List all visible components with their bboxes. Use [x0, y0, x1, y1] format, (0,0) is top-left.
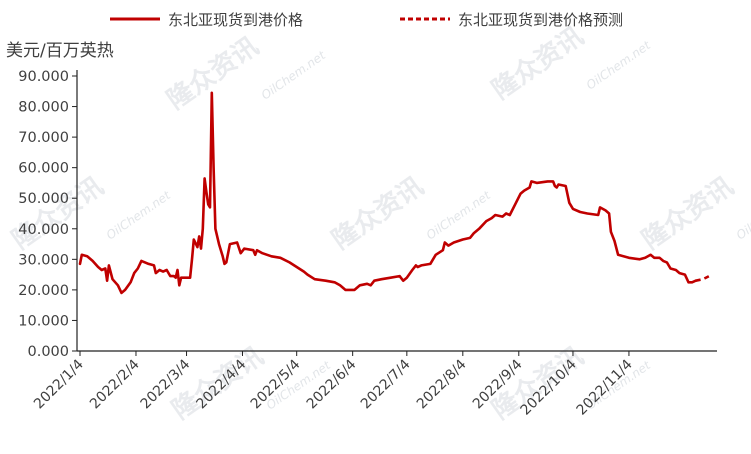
y-unit-label: 美元/百万英热 — [6, 41, 114, 61]
y-tick-label: 50.000 — [18, 191, 69, 207]
x-tick-label: 2022/6/4 — [304, 356, 360, 412]
series-line-1 — [78, 91, 697, 295]
watermark-logo-text: 隆众资讯 — [7, 171, 109, 255]
series-layer — [78, 91, 713, 295]
legend: 东北亚现货到港价格 东北亚现货到港价格预测 — [110, 11, 623, 29]
legend-label-2: 东北亚现货到港价格预测 — [458, 11, 623, 29]
y-tick-label: 40.000 — [18, 222, 69, 238]
y-tick-label: 10.000 — [18, 313, 69, 329]
x-tick-label: 2022/8/4 — [414, 356, 470, 412]
y-tick-label: 90.000 — [18, 69, 69, 85]
y-tick-label: 80.000 — [18, 100, 69, 116]
legend-label-1: 东北亚现货到港价格 — [168, 11, 303, 29]
watermark-site-text: OilChem.net — [259, 47, 329, 102]
watermark-site-text: OilChem.net — [424, 187, 494, 242]
watermark-site-text: OilChem.net — [104, 187, 174, 242]
y-tick-label: 60.000 — [18, 161, 69, 177]
x-tick-label: 2022/7/4 — [358, 356, 414, 412]
y-tick-label: 70.000 — [18, 130, 69, 146]
watermark-logo-text: 隆众资讯 — [327, 171, 429, 255]
watermark-logo-text: 隆众资讯 — [487, 21, 589, 105]
x-tick-label: 2022/1/4 — [31, 356, 87, 412]
axes: 0.000 10.000 20.000 30.000 40.000 50.000 60.00… — [18, 69, 717, 419]
series-line-2 — [695, 273, 713, 282]
x-tick-label: 2022/2/4 — [87, 356, 143, 412]
y-tick-label: 0.000 — [27, 344, 69, 360]
watermark-logo-text: 隆众资讯 — [637, 171, 739, 255]
watermark-site-text: OilChem.net — [584, 37, 654, 92]
y-tick-label: 20.000 — [18, 283, 69, 299]
y-tick-label: 30.000 — [18, 252, 69, 268]
